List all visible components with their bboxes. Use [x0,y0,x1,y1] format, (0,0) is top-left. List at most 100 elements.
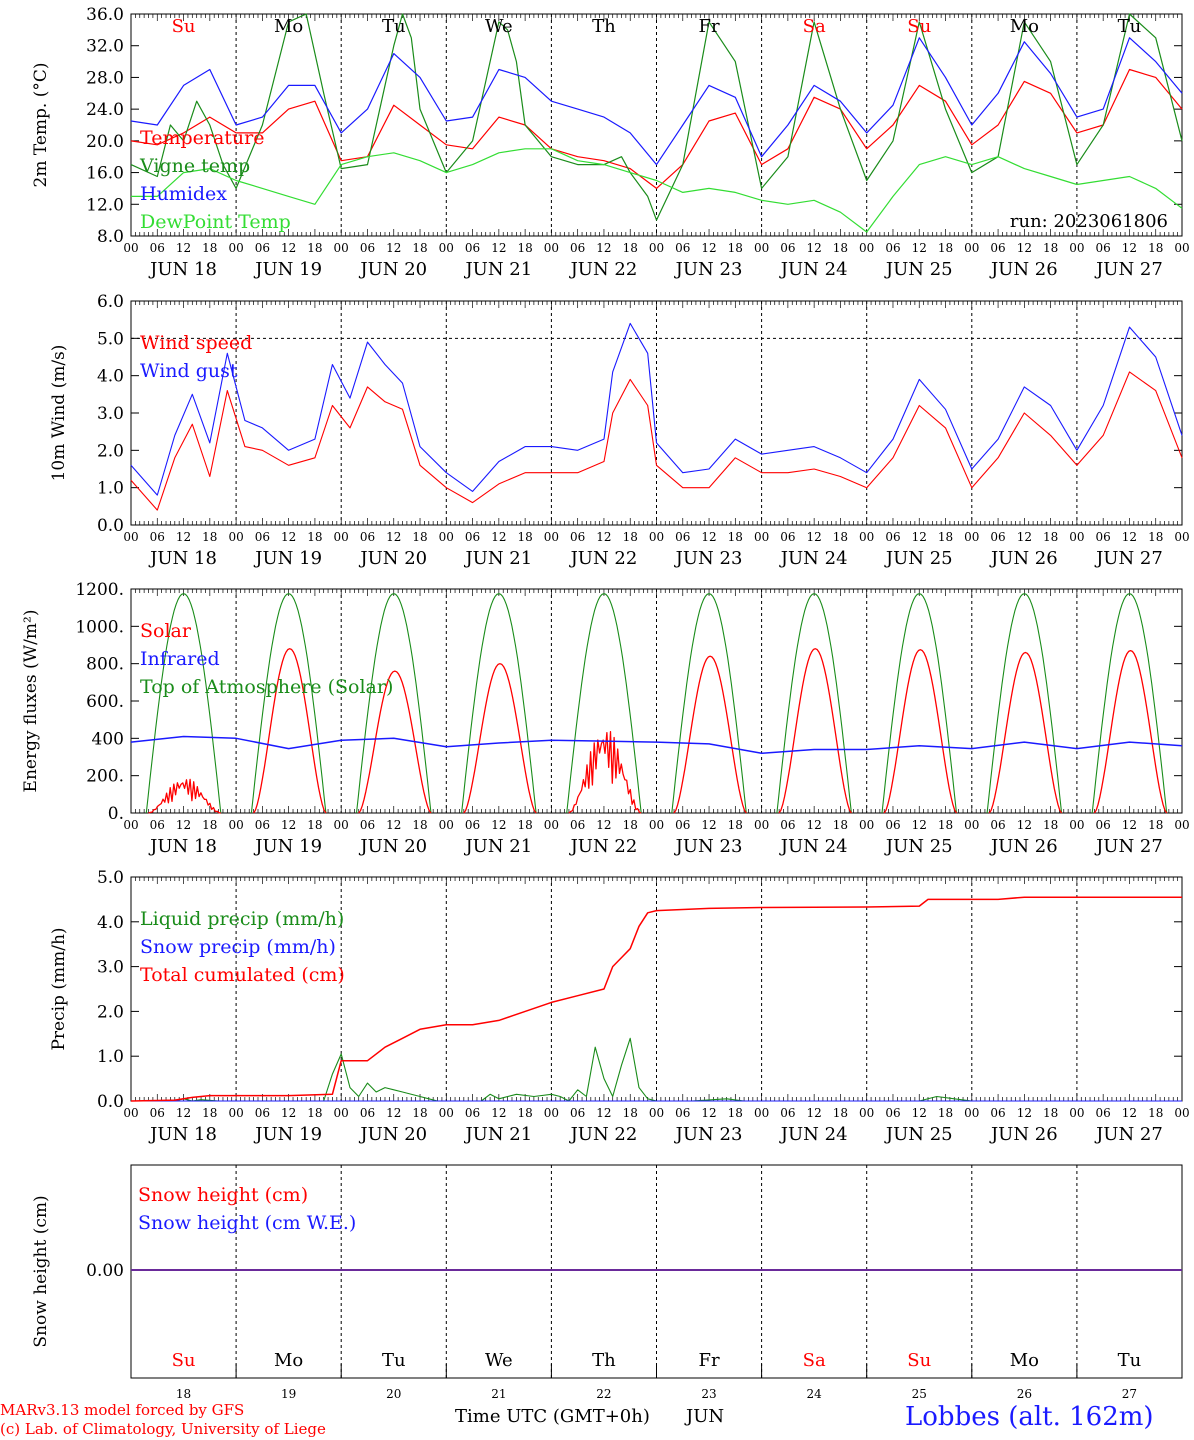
x-date-label: JUN 26 [989,1124,1058,1145]
series-top-of-atmosphere-day [1091,593,1168,814]
x-date-label: JUN 18 [148,259,217,280]
legend-infrared: Infrared [140,648,220,670]
series-wind-gust [130,322,1183,496]
x-date-label: JUN 18 [148,836,217,857]
x-hour-tick-label: 12 [386,241,401,255]
x-date-label: JUN 22 [569,548,638,569]
x-hour-tick-label: 06 [1096,241,1111,255]
x-hour-tick-label: 06 [150,530,165,544]
x-date-label: JUN 24 [779,259,848,280]
x-date-label: JUN 22 [569,836,638,857]
series-solar-day [883,649,958,814]
day-number-label: 24 [807,1387,823,1401]
x-hour-tick-label: 18 [307,241,322,255]
x-hour-tick-label: 12 [1122,530,1137,544]
x-hour-tick-label: 00 [123,1106,138,1120]
weekday-label-bottom: Th [592,1350,616,1371]
x-hour-tick-label: 06 [360,530,375,544]
x-hour-tick-label: 12 [386,530,401,544]
x-hour-tick-label: 18 [1148,818,1163,832]
series-top-of-atmosphere-day [881,593,958,814]
x-hour-tick-label: 12 [596,241,611,255]
x-hour-tick-label: 00 [439,530,454,544]
x-hour-tick-label: 12 [386,1106,401,1120]
legend-top-of-atmosphere-solar: Top of Atmosphere (Solar) [140,676,393,698]
series-top-of-atmosphere-day [250,593,327,814]
y-axis-label: Precip (mm/h) [49,927,69,1050]
x-hour-tick-label: 00 [228,1106,243,1120]
x-hour-tick-label: 18 [1148,1106,1163,1120]
x-hour-tick-label: 18 [412,818,427,832]
x-hour-tick-label: 18 [412,530,427,544]
legend-liquid-precip-mm-h: Liquid precip (mm/h) [140,908,344,930]
day-number-label: 25 [912,1387,927,1401]
x-hour-tick-label: 00 [964,530,979,544]
x-hour-tick-label: 00 [439,1106,454,1120]
weekday-label-bottom: Tu [1118,1350,1142,1371]
x-hour-tick-label: 06 [780,1106,795,1120]
series-humidex [130,37,1183,166]
series-solar-day [358,670,432,814]
x-hour-tick-label: 06 [360,241,375,255]
weekday-label-top: Su [907,16,931,37]
x-hour-tick-label: 12 [386,818,401,832]
x-hour-tick-label: 18 [728,818,743,832]
legend-snow-height-cm-w-e: Snow height (cm W.E.) [138,1212,356,1234]
weekday-label-bottom: Sa [803,1350,826,1371]
x-date-label: JUN 27 [1094,259,1163,280]
y-tick-label: 4.0 [97,367,124,387]
y-axis-label: 10m Wind (m/s) [49,345,69,482]
x-hour-tick-label: 06 [150,241,165,255]
footer-xaxis-label: Time UTC (GMT+0h) [455,1406,650,1427]
x-hour-tick-label: 18 [517,818,532,832]
x-hour-tick-label: 00 [544,530,559,544]
x-hour-tick-label: 06 [675,1106,690,1120]
series-top-of-atmosphere-day [145,593,222,814]
x-hour-tick-label: 18 [1043,818,1058,832]
y-tick-label: 3.0 [97,958,124,978]
series-vigne-temp [130,13,1183,221]
x-hour-tick-label: 00 [754,530,769,544]
x-hour-tick-label: 06 [885,241,900,255]
x-hour-tick-label: 18 [728,241,743,255]
x-hour-tick-label: 06 [885,1106,900,1120]
legend-dewpoint-temp: DewPoint Temp [140,211,291,233]
weekday-label-bottom: Mo [1010,1350,1039,1371]
footer-month-label: JUN [686,1406,725,1427]
x-hour-tick-label: 00 [649,1106,664,1120]
x-hour-tick-label: 18 [1043,1106,1058,1120]
x-hour-tick-label: 06 [255,818,270,832]
x-hour-tick-label: 18 [1148,241,1163,255]
x-hour-tick-label: 00 [964,818,979,832]
x-hour-tick-label: 12 [1017,530,1032,544]
x-hour-tick-label: 12 [912,241,927,255]
x-hour-tick-label: 06 [255,530,270,544]
y-tick-label: 0.00 [86,1261,124,1281]
x-hour-tick-label: 18 [307,1106,322,1120]
weekday-label-top: Fr [699,16,720,37]
x-hour-tick-label: 12 [1017,818,1032,832]
day-number-label: 27 [1122,1387,1137,1401]
x-hour-tick-label: 06 [255,1106,270,1120]
series-solar-day [673,655,747,814]
series-top-of-atmosphere-day [776,593,852,814]
series-wind-speed [130,371,1183,511]
x-hour-tick-label: 06 [360,1106,375,1120]
x-hour-tick-label: 18 [623,241,638,255]
x-date-label: JUN 25 [884,548,953,569]
x-hour-tick-label: 06 [570,530,585,544]
x-hour-tick-label: 12 [596,818,611,832]
x-hour-tick-label: 00 [228,530,243,544]
x-hour-tick-label: 12 [281,530,296,544]
x-hour-tick-label: 18 [202,818,217,832]
x-hour-tick-label: 12 [701,818,716,832]
x-hour-tick-label: 12 [807,241,822,255]
x-hour-tick-label: 06 [570,241,585,255]
x-date-label: JUN 22 [569,1124,638,1145]
footer-lab: (c) Lab. of Climatology, University of L… [0,1420,326,1438]
x-date-label: JUN 27 [1094,1124,1163,1145]
series-top-of-atmosphere-day [461,593,537,814]
x-hour-tick-label: 06 [990,241,1005,255]
x-hour-tick-label: 12 [491,818,506,832]
x-hour-tick-label: 12 [912,1106,927,1120]
